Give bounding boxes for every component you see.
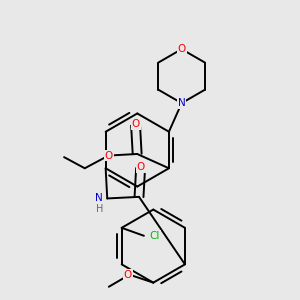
Text: O: O: [104, 151, 113, 160]
Text: O: O: [178, 44, 186, 54]
Text: N: N: [95, 194, 103, 203]
Text: Cl: Cl: [150, 231, 160, 241]
Text: O: O: [131, 119, 140, 129]
Text: N: N: [178, 98, 185, 108]
Text: O: O: [124, 270, 132, 280]
Text: O: O: [136, 162, 145, 172]
Text: H: H: [96, 204, 103, 214]
